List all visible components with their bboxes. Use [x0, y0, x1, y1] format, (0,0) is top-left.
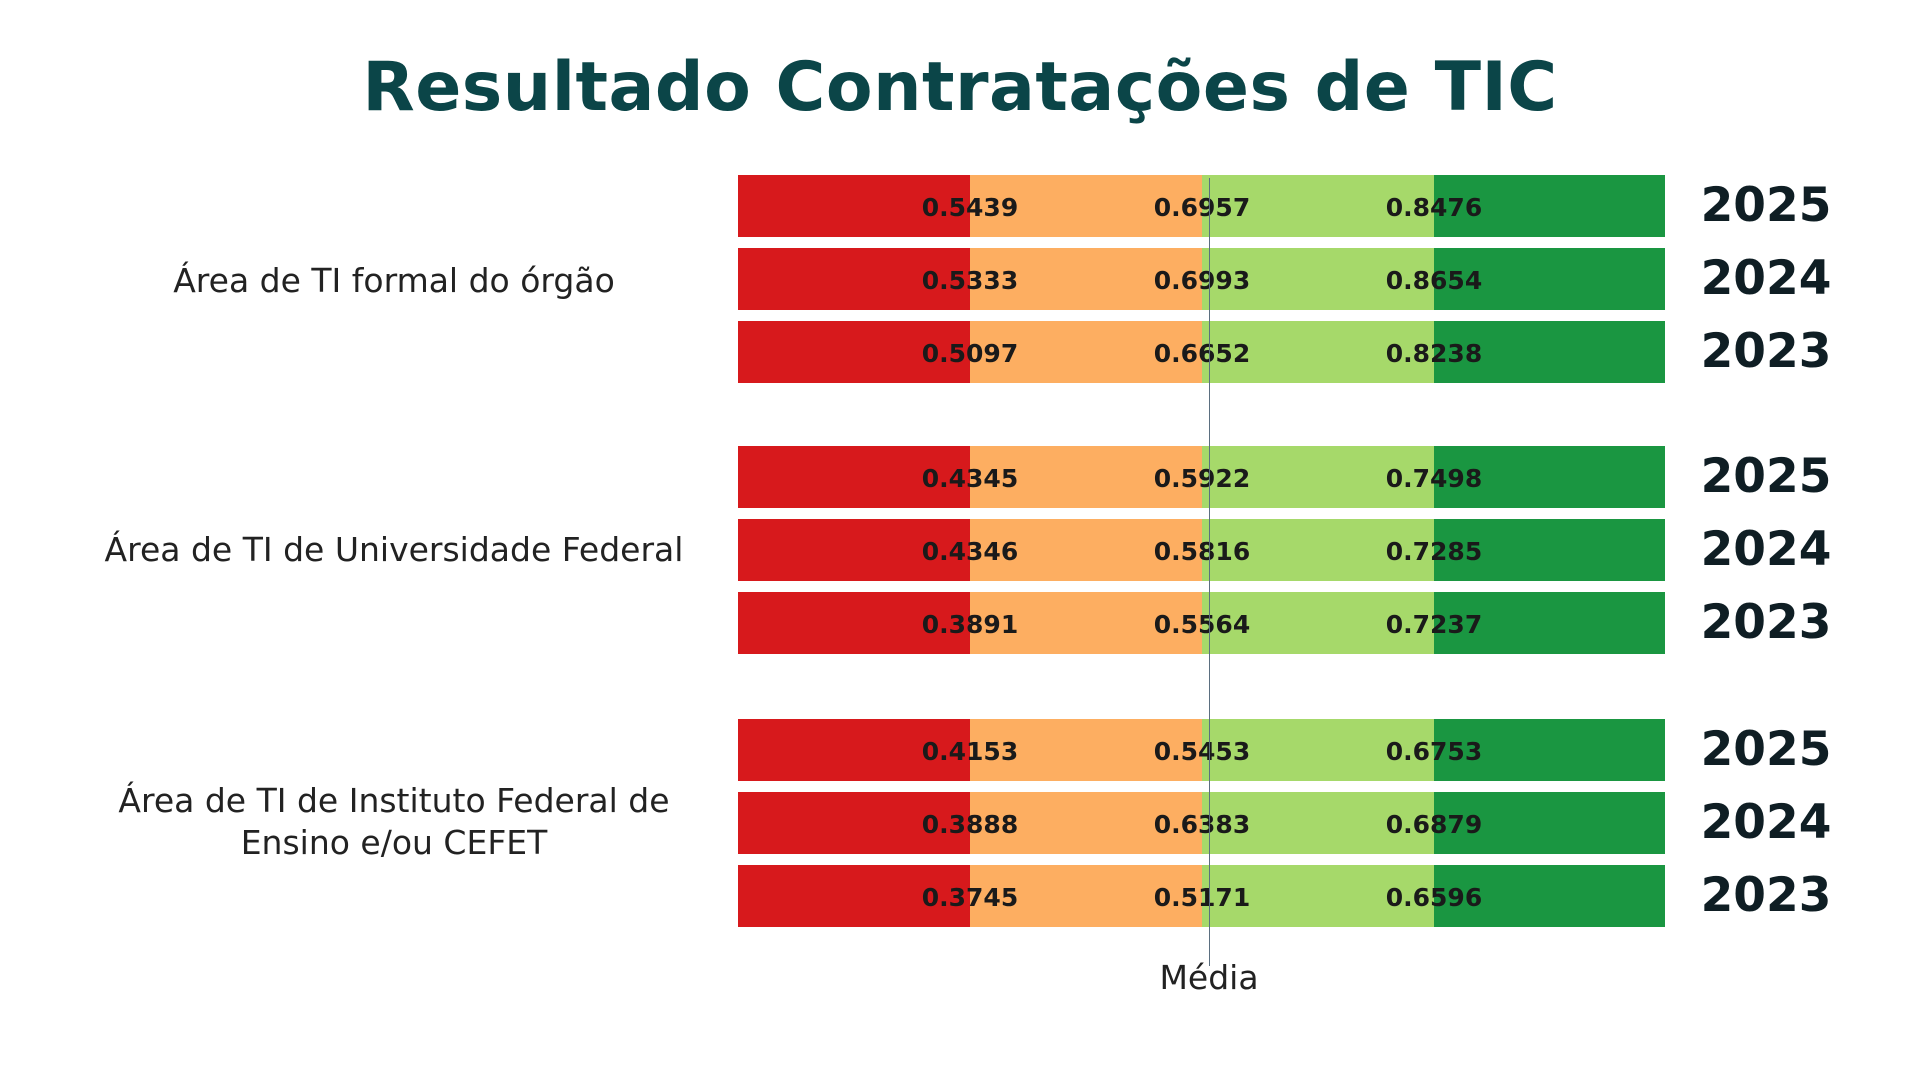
data-label: 0.8476 [1385, 193, 1483, 222]
bar-segment [1202, 865, 1434, 927]
data-label: 0.8238 [1385, 339, 1483, 368]
year-label: 2025 [1700, 722, 1832, 777]
bar-segment [1202, 321, 1434, 383]
bar-segment [1434, 865, 1665, 927]
data-label: 0.5439 [921, 193, 1019, 222]
data-label: 0.3745 [921, 883, 1019, 912]
bar-segment [1434, 175, 1665, 237]
data-label: 0.3888 [921, 810, 1019, 839]
bar-segment [970, 719, 1202, 781]
data-label: 0.6753 [1385, 737, 1483, 766]
bar-segment [970, 446, 1202, 508]
data-label: 0.5922 [1153, 464, 1251, 493]
group-label: Área de TI de Universidade Federal [104, 530, 684, 569]
year-label: 2025 [1700, 449, 1832, 504]
bar-segment [1202, 446, 1434, 508]
average-label: Média [1159, 958, 1259, 997]
year-label: 2023 [1700, 595, 1832, 650]
bar-segment [970, 175, 1202, 237]
data-label: 0.6879 [1385, 810, 1483, 839]
bar-segment [738, 175, 970, 237]
year-label: 2023 [1700, 324, 1832, 379]
data-label: 0.3891 [921, 610, 1019, 639]
bar-segment [970, 248, 1202, 310]
bar-segment [1202, 592, 1434, 654]
bar-segment [1434, 519, 1665, 581]
bar-segment [970, 321, 1202, 383]
data-label: 0.5564 [1153, 610, 1251, 639]
data-label: 0.7498 [1385, 464, 1483, 493]
group-label: Área de TI de Instituto Federal de Ensin… [118, 781, 670, 862]
bar-segment [1434, 719, 1665, 781]
data-label: 0.5097 [921, 339, 1019, 368]
bar-segment [970, 519, 1202, 581]
year-label: 2023 [1700, 868, 1832, 923]
average-reference-line [1209, 178, 1210, 966]
year-label: 2024 [1700, 795, 1832, 850]
data-label: 0.4345 [921, 464, 1019, 493]
bar-segment [1202, 248, 1434, 310]
data-label: 0.6596 [1385, 883, 1483, 912]
bar-segment [1202, 175, 1434, 237]
data-label: 0.5333 [921, 266, 1019, 295]
data-label: 0.4346 [921, 537, 1019, 566]
bar-segment [738, 592, 970, 654]
bar-segment [1202, 519, 1434, 581]
bar-segment [970, 865, 1202, 927]
bar-segment [970, 592, 1202, 654]
bar-segment [1434, 592, 1665, 654]
group-label: Área de TI formal do órgão [173, 261, 615, 300]
bar-segment [1202, 719, 1434, 781]
data-label: 0.5816 [1153, 537, 1251, 566]
data-label: 0.5453 [1153, 737, 1251, 766]
bar-segment [1434, 446, 1665, 508]
bar-segment [1202, 792, 1434, 854]
bar-segment [738, 519, 970, 581]
year-label: 2025 [1700, 178, 1832, 233]
bar-segment [738, 321, 970, 383]
data-label: 0.7285 [1385, 537, 1483, 566]
bar-segment [970, 792, 1202, 854]
data-label: 0.8654 [1385, 266, 1483, 295]
year-label: 2024 [1700, 522, 1832, 577]
bar-segment [1434, 321, 1665, 383]
data-label: 0.5171 [1153, 883, 1251, 912]
bar-segment [1434, 248, 1665, 310]
data-label: 0.4153 [921, 737, 1019, 766]
data-label: 0.7237 [1385, 610, 1483, 639]
bar-segment [1434, 792, 1665, 854]
data-label: 0.6993 [1153, 266, 1251, 295]
data-label: 0.6957 [1153, 193, 1251, 222]
bar-segment [738, 446, 970, 508]
year-label: 2024 [1700, 251, 1832, 306]
bar-segment [738, 719, 970, 781]
bar-segment [738, 792, 970, 854]
bar-segment [738, 248, 970, 310]
chart-title: Resultado Contratações de TIC [362, 48, 1558, 127]
data-label: 0.6652 [1153, 339, 1251, 368]
data-label: 0.6383 [1153, 810, 1251, 839]
bar-segment [738, 865, 970, 927]
